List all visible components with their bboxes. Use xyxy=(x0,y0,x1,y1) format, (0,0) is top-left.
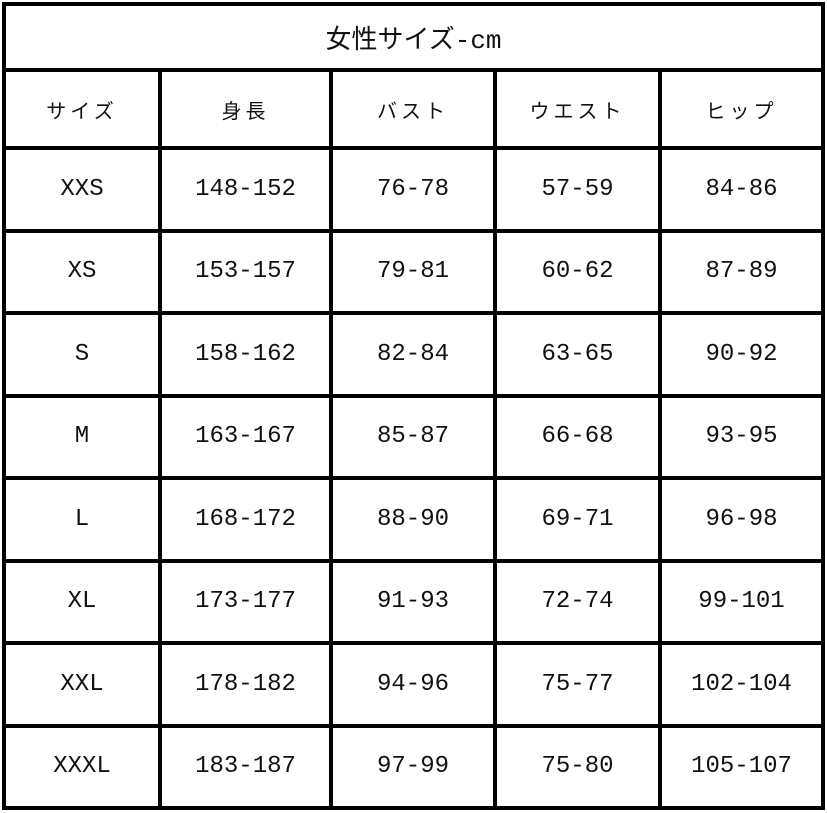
height-cell: 158-162 xyxy=(158,311,333,398)
waist-cell: 72-74 xyxy=(493,558,662,645)
height-cell: 153-157 xyxy=(158,228,333,315)
header-height: 身長 xyxy=(158,68,333,150)
table-title: 女性サイズ-cm xyxy=(1,2,826,72)
height-cell: 183-187 xyxy=(158,723,333,810)
table-row: XS 153-157 79-81 60-62 87-89 xyxy=(2,228,826,315)
bust-cell: 97-99 xyxy=(329,723,497,810)
height-cell: 148-152 xyxy=(158,146,333,233)
title-row: 女性サイズ-cm xyxy=(1,2,826,72)
hip-cell: 93-95 xyxy=(657,393,826,480)
hip-cell: 96-98 xyxy=(657,476,826,563)
bust-cell: 82-84 xyxy=(329,311,497,398)
bust-cell: 88-90 xyxy=(329,476,497,563)
waist-cell: 66-68 xyxy=(493,393,662,480)
size-cell: XXXL xyxy=(2,723,162,810)
table-row: XXXL 183-187 97-99 75-80 105-107 xyxy=(2,723,826,810)
size-cell: M xyxy=(2,393,162,480)
size-cell: S xyxy=(2,311,162,398)
size-cell: XS xyxy=(2,228,162,315)
hip-cell: 102-104 xyxy=(657,641,826,728)
header-row: サイズ 身長 バスト ウエスト ヒップ xyxy=(2,68,826,150)
waist-cell: 57-59 xyxy=(493,146,662,233)
table-row: L 168-172 88-90 69-71 96-98 xyxy=(2,476,826,563)
header-hip: ヒップ xyxy=(657,68,826,150)
bust-cell: 91-93 xyxy=(329,558,497,645)
hip-cell: 99-101 xyxy=(657,558,826,645)
bust-cell: 85-87 xyxy=(329,393,497,480)
height-cell: 168-172 xyxy=(158,476,333,563)
table-row: M 163-167 85-87 66-68 93-95 xyxy=(2,393,826,480)
size-cell: XXL xyxy=(2,641,162,728)
hip-cell: 87-89 xyxy=(657,228,826,315)
size-cell: XL xyxy=(2,558,162,645)
hip-cell: 105-107 xyxy=(657,723,826,810)
bust-cell: 94-96 xyxy=(329,641,497,728)
table-row: S 158-162 82-84 63-65 90-92 xyxy=(2,311,826,398)
height-cell: 163-167 xyxy=(158,393,333,480)
bust-cell: 79-81 xyxy=(329,228,497,315)
waist-cell: 75-80 xyxy=(493,723,662,810)
waist-cell: 60-62 xyxy=(493,228,662,315)
waist-cell: 69-71 xyxy=(493,476,662,563)
hip-cell: 84-86 xyxy=(657,146,826,233)
height-cell: 178-182 xyxy=(158,641,333,728)
waist-cell: 75-77 xyxy=(493,641,662,728)
header-waist: ウエスト xyxy=(493,68,662,150)
height-cell: 173-177 xyxy=(158,558,333,645)
table-row: XXL 178-182 94-96 75-77 102-104 xyxy=(2,641,826,728)
table-row: XL 173-177 91-93 72-74 99-101 xyxy=(2,558,826,645)
waist-cell: 63-65 xyxy=(493,311,662,398)
hip-cell: 90-92 xyxy=(657,311,826,398)
table-row: XXS 148-152 76-78 57-59 84-86 xyxy=(2,146,826,233)
bust-cell: 76-78 xyxy=(329,146,497,233)
header-size: サイズ xyxy=(2,68,162,150)
header-bust: バスト xyxy=(329,68,497,150)
size-cell: L xyxy=(2,476,162,563)
size-cell: XXS xyxy=(2,146,162,233)
